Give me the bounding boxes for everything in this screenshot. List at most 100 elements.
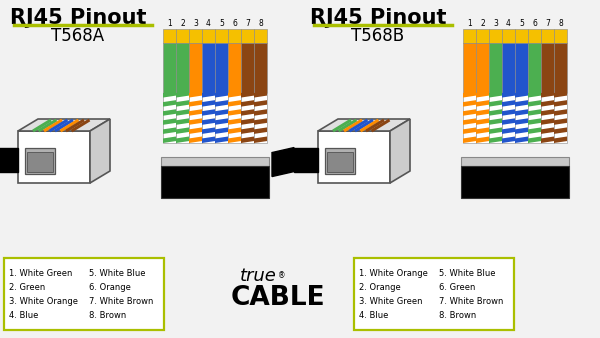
Polygon shape bbox=[554, 137, 567, 143]
Polygon shape bbox=[241, 100, 254, 106]
Bar bbox=[489, 29, 502, 43]
Polygon shape bbox=[515, 127, 528, 134]
Bar bbox=[489, 93, 502, 143]
Bar bbox=[502, 43, 515, 93]
Bar bbox=[215, 93, 228, 143]
Text: T568A: T568A bbox=[52, 27, 104, 45]
Text: true: true bbox=[240, 267, 277, 285]
Text: 7. White Brown: 7. White Brown bbox=[89, 297, 154, 306]
Bar bbox=[327, 152, 353, 172]
Bar bbox=[189, 29, 202, 43]
Polygon shape bbox=[176, 118, 189, 125]
Text: 3: 3 bbox=[193, 19, 198, 28]
Bar bbox=[354, 258, 514, 330]
Text: CABLE: CABLE bbox=[230, 285, 325, 311]
Bar bbox=[241, 43, 254, 93]
Polygon shape bbox=[241, 118, 254, 125]
Bar bbox=[463, 43, 476, 93]
Polygon shape bbox=[554, 91, 567, 98]
Polygon shape bbox=[163, 91, 176, 98]
Polygon shape bbox=[202, 91, 215, 98]
Polygon shape bbox=[489, 127, 502, 134]
Polygon shape bbox=[189, 109, 202, 116]
Bar bbox=[202, 29, 215, 43]
Polygon shape bbox=[215, 109, 228, 116]
Polygon shape bbox=[176, 127, 189, 134]
Bar bbox=[554, 29, 567, 43]
Polygon shape bbox=[189, 127, 202, 134]
Polygon shape bbox=[489, 109, 502, 116]
Polygon shape bbox=[476, 109, 489, 116]
Bar bbox=[515, 43, 528, 93]
Polygon shape bbox=[202, 109, 215, 116]
Bar bbox=[228, 29, 241, 43]
Bar bbox=[254, 29, 267, 43]
Text: 6. Green: 6. Green bbox=[439, 283, 475, 292]
Polygon shape bbox=[541, 100, 554, 106]
Bar bbox=[528, 43, 541, 93]
Polygon shape bbox=[502, 118, 515, 125]
Polygon shape bbox=[254, 109, 267, 116]
Text: RJ45 Pinout: RJ45 Pinout bbox=[10, 8, 146, 28]
Polygon shape bbox=[554, 109, 567, 116]
Polygon shape bbox=[515, 91, 528, 98]
Polygon shape bbox=[476, 91, 489, 98]
Polygon shape bbox=[176, 100, 189, 106]
Polygon shape bbox=[215, 91, 228, 98]
Bar bbox=[4, 258, 164, 330]
Polygon shape bbox=[241, 137, 254, 143]
Polygon shape bbox=[528, 91, 541, 98]
Bar bbox=[27, 152, 53, 172]
Text: 4: 4 bbox=[206, 19, 211, 28]
Polygon shape bbox=[215, 100, 228, 106]
Text: 8: 8 bbox=[258, 19, 263, 28]
Text: 7: 7 bbox=[545, 19, 550, 28]
Text: 7: 7 bbox=[245, 19, 250, 28]
Text: T568B: T568B bbox=[352, 27, 404, 45]
Bar bbox=[463, 93, 476, 143]
Polygon shape bbox=[528, 118, 541, 125]
Text: 1: 1 bbox=[167, 19, 172, 28]
Polygon shape bbox=[254, 91, 267, 98]
Polygon shape bbox=[254, 100, 267, 106]
Bar bbox=[202, 93, 215, 143]
Bar bbox=[161, 157, 269, 166]
Polygon shape bbox=[554, 100, 567, 106]
Polygon shape bbox=[541, 91, 554, 98]
Bar bbox=[489, 43, 502, 93]
Polygon shape bbox=[228, 118, 241, 125]
Polygon shape bbox=[215, 118, 228, 125]
Polygon shape bbox=[163, 127, 176, 134]
Bar bbox=[515, 93, 528, 143]
Bar bbox=[254, 93, 267, 143]
Polygon shape bbox=[254, 118, 267, 125]
Polygon shape bbox=[272, 148, 294, 176]
Polygon shape bbox=[228, 91, 241, 98]
Text: 5: 5 bbox=[219, 19, 224, 28]
Polygon shape bbox=[463, 91, 476, 98]
Polygon shape bbox=[476, 118, 489, 125]
Polygon shape bbox=[18, 119, 110, 131]
Polygon shape bbox=[502, 137, 515, 143]
Text: 7. White Brown: 7. White Brown bbox=[439, 297, 503, 306]
Polygon shape bbox=[189, 100, 202, 106]
Polygon shape bbox=[176, 109, 189, 116]
Polygon shape bbox=[528, 127, 541, 134]
Bar bbox=[502, 29, 515, 43]
Bar bbox=[202, 43, 215, 93]
Text: 1. White Orange: 1. White Orange bbox=[359, 269, 428, 278]
Bar bbox=[254, 43, 267, 93]
Bar bbox=[189, 43, 202, 93]
Polygon shape bbox=[176, 91, 189, 98]
Bar bbox=[528, 29, 541, 43]
Bar bbox=[161, 166, 269, 198]
Polygon shape bbox=[541, 118, 554, 125]
Polygon shape bbox=[241, 127, 254, 134]
Text: 1: 1 bbox=[467, 19, 472, 28]
Polygon shape bbox=[528, 100, 541, 106]
Bar bbox=[325, 148, 355, 174]
Bar bbox=[215, 43, 228, 93]
Bar bbox=[476, 29, 489, 43]
Polygon shape bbox=[463, 137, 476, 143]
Bar bbox=[554, 43, 567, 93]
